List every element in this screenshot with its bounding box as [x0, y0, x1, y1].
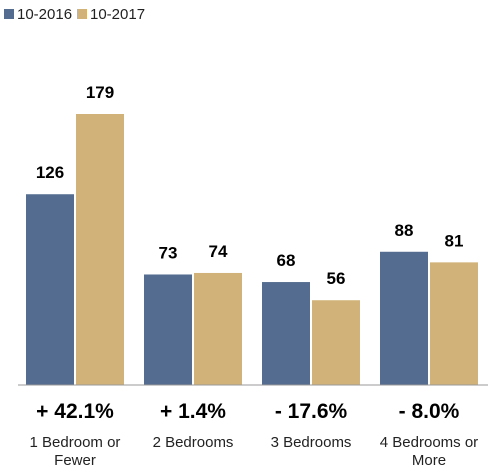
value-label-3-bedrooms-10-2016: 68 — [277, 251, 296, 270]
bar-3-bedrooms-10-2016 — [262, 282, 310, 385]
bar-1-bedroom-or-fewer-10-2017 — [76, 114, 124, 385]
value-labels-group: 126 73 68 88 179 74 56 81 — [36, 83, 464, 288]
category-labels-group: 1 Bedroom or Fewer 2 Bedrooms 3 Bedrooms 4 B… — [30, 434, 479, 469]
change-label-3-bedrooms: - 17.6% — [275, 400, 348, 423]
bar-3-bedrooms-10-2017 — [312, 300, 360, 385]
value-label-3-bedrooms-10-2017: 56 — [327, 269, 346, 288]
value-label-4-bedrooms-or-more-10-2017: 81 — [445, 231, 464, 250]
value-label-2-bedrooms-10-2017: 74 — [209, 242, 228, 261]
bar-1-bedroom-or-fewer-10-2016 — [26, 194, 74, 385]
value-label-1-bedroom-or-fewer-10-2016: 126 — [36, 163, 64, 182]
value-label-1-bedroom-or-fewer-10-2017: 179 — [86, 83, 114, 102]
legend-label-10-2017: 10-2017 — [90, 6, 145, 23]
category-label-2-bedrooms: 2 Bedrooms — [153, 434, 234, 451]
change-label-4-bedrooms-or-more: - 8.0% — [399, 400, 460, 423]
bars-group — [26, 114, 478, 385]
change-label-2-bedrooms: + 1.4% — [160, 400, 226, 423]
legend-swatch-10-2016 — [4, 9, 14, 19]
legend: 10-2016 10-2017 — [4, 6, 145, 23]
bar-4-bedrooms-or-more-10-2016 — [380, 251, 428, 385]
change-labels-group: + 42.1% + 1.4% - 17.6% - 8.0% — [36, 400, 459, 423]
bar-4-bedrooms-or-more-10-2017 — [430, 262, 478, 385]
legend-label-10-2016: 10-2016 — [17, 6, 72, 23]
bar-2-bedrooms-10-2016 — [144, 274, 192, 385]
change-label-1-bedroom-or-fewer: + 42.1% — [36, 400, 114, 423]
value-label-4-bedrooms-or-more-10-2016: 88 — [395, 221, 414, 240]
category-label-4-bedrooms-or-more: 4 Bedrooms or More — [380, 434, 478, 469]
legend-swatch-10-2017 — [77, 9, 87, 19]
category-label-3-bedrooms: 3 Bedrooms — [271, 434, 352, 451]
bar-2-bedrooms-10-2017 — [194, 272, 242, 385]
category-label-1-bedroom-or-fewer: 1 Bedroom or Fewer — [30, 434, 121, 469]
value-label-2-bedrooms-10-2016: 73 — [159, 243, 178, 262]
